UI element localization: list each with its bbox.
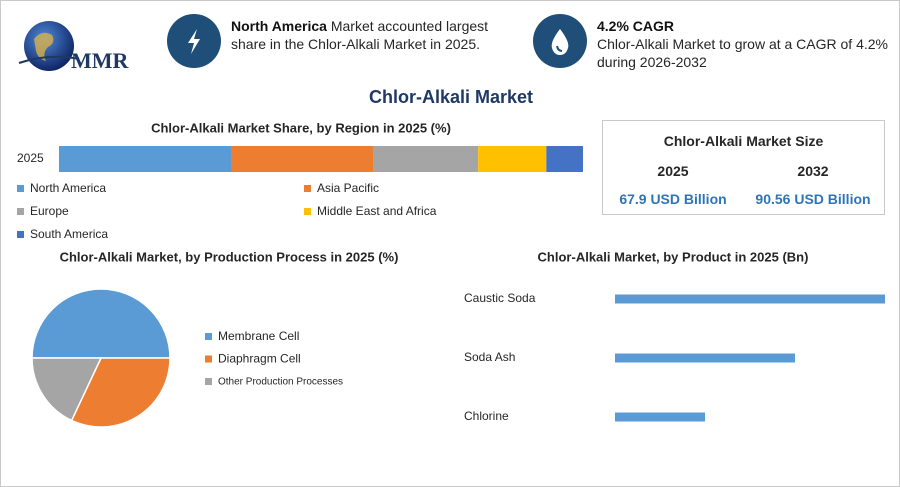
legend-label: Europe [30, 204, 69, 218]
logo-land [34, 32, 54, 61]
legend-swatch [304, 185, 311, 192]
header-text: Market accounted largest share in the Ch… [231, 18, 489, 52]
legend-swatch [17, 231, 24, 238]
bar-segment [231, 146, 374, 172]
bar [615, 412, 705, 422]
pie-slice [31, 357, 103, 422]
bar-segment [478, 146, 547, 172]
bar-segment [373, 146, 479, 172]
legend-label: Membrane Cell [218, 329, 299, 343]
market-size-year: 2025 [657, 163, 689, 179]
chart-title: Chlor-Alkali Market, by Product in 2025 … [538, 249, 809, 264]
y-tick-label: Chlorine [464, 409, 509, 423]
icon-drop-detail [556, 45, 563, 52]
legend-swatch [205, 333, 212, 340]
y-tick-label: Caustic Soda [464, 291, 536, 305]
logo-text: MMR [71, 48, 130, 73]
page-title: Chlor-Alkali Market [369, 87, 533, 107]
market-size-year: 2032 [797, 163, 829, 179]
header-highlight: 4.2% CAGR [597, 18, 675, 34]
bar [615, 353, 795, 363]
logo-swoosh [18, 55, 80, 64]
legend-label: North America [30, 181, 106, 195]
chart-title: Chlor-Alkali Market Share, by Region in … [151, 120, 451, 135]
header-highlight: North America [231, 18, 327, 34]
legend-label: Asia Pacific [317, 181, 379, 195]
legend-label: Diaphragm Cell [218, 352, 301, 366]
bar-segment [59, 146, 232, 172]
legend-label: South America [30, 227, 108, 241]
legend-label: Other Production Processes [218, 377, 343, 388]
market-size-value: 90.56 USD Billion [755, 191, 871, 207]
legend-swatch [17, 208, 24, 215]
market-size-column: 2025 67.9 USD Billion [603, 163, 743, 207]
icon-drop [551, 29, 569, 55]
header-text: Chlor-Alkali Market to grow at a CAGR of… [597, 36, 888, 70]
icon-bolt [188, 29, 200, 54]
legend-swatch [17, 185, 24, 192]
market-size-value: 67.9 USD Billion [619, 191, 727, 207]
pie-slice [70, 357, 171, 428]
bar [615, 294, 885, 304]
chart-title: Chlor-Alkali Market, by Production Proce… [60, 249, 399, 264]
header-left: North America Market accounted largest s… [231, 17, 499, 53]
y-tick-label: 2025 [17, 151, 44, 165]
market-size-title: Chlor-Alkali Market Size [663, 133, 824, 149]
pie-slice [31, 288, 171, 359]
legend-label: Middle East and Africa [317, 204, 437, 218]
y-tick-label: Soda Ash [464, 350, 515, 364]
market-size-column: 2032 90.56 USD Billion [743, 163, 883, 207]
bar-segment [546, 146, 583, 172]
legend-swatch [205, 355, 212, 363]
header-right: 4.2% CAGR Chlor-Alkali Market to grow at … [597, 17, 893, 71]
legend-swatch [304, 208, 311, 215]
market-size-box: Chlor-Alkali Market Size 2025 67.9 USD B… [602, 120, 885, 215]
legend-swatch [205, 378, 212, 385]
